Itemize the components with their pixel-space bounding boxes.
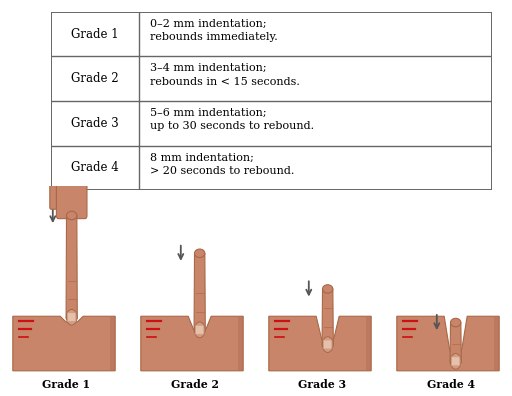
- FancyBboxPatch shape: [68, 313, 76, 322]
- FancyBboxPatch shape: [324, 340, 332, 349]
- Polygon shape: [269, 316, 371, 371]
- Text: Grade 1: Grade 1: [71, 28, 119, 41]
- Polygon shape: [397, 316, 499, 371]
- Text: Grade 2: Grade 2: [170, 379, 219, 390]
- Bar: [494, 316, 499, 371]
- Ellipse shape: [67, 309, 77, 325]
- Text: Grade 2: Grade 2: [71, 72, 119, 85]
- Text: 5–6 mm indentation;
up to 30 seconds to rebound.: 5–6 mm indentation; up to 30 seconds to …: [151, 108, 314, 131]
- Polygon shape: [13, 316, 115, 371]
- Text: Grade 4: Grade 4: [426, 379, 475, 390]
- Ellipse shape: [195, 322, 205, 338]
- FancyBboxPatch shape: [452, 357, 460, 366]
- Text: 0–2 mm indentation;
rebounds immediately.: 0–2 mm indentation; rebounds immediately…: [151, 19, 278, 42]
- Bar: [238, 316, 243, 371]
- Text: Grade 1: Grade 1: [42, 379, 91, 390]
- Ellipse shape: [195, 249, 205, 257]
- Polygon shape: [66, 215, 77, 325]
- Ellipse shape: [451, 318, 461, 327]
- Polygon shape: [141, 316, 243, 371]
- FancyBboxPatch shape: [196, 325, 204, 334]
- Text: Grade 3: Grade 3: [298, 379, 347, 390]
- Text: 8 mm indentation;
> 20 seconds to rebound.: 8 mm indentation; > 20 seconds to reboun…: [151, 152, 294, 176]
- Ellipse shape: [451, 354, 461, 369]
- Text: Grade 4: Grade 4: [71, 161, 119, 174]
- Ellipse shape: [323, 337, 333, 352]
- Polygon shape: [322, 289, 333, 352]
- Ellipse shape: [67, 211, 77, 220]
- Text: 3–4 mm indentation;
rebounds in < 15 seconds.: 3–4 mm indentation; rebounds in < 15 sec…: [151, 63, 300, 87]
- Ellipse shape: [323, 285, 333, 293]
- Text: Grade 3: Grade 3: [71, 117, 119, 130]
- Polygon shape: [194, 253, 205, 337]
- FancyBboxPatch shape: [56, 170, 87, 219]
- FancyBboxPatch shape: [50, 180, 61, 209]
- Polygon shape: [450, 322, 461, 369]
- Bar: [110, 316, 115, 371]
- Bar: [366, 316, 371, 371]
